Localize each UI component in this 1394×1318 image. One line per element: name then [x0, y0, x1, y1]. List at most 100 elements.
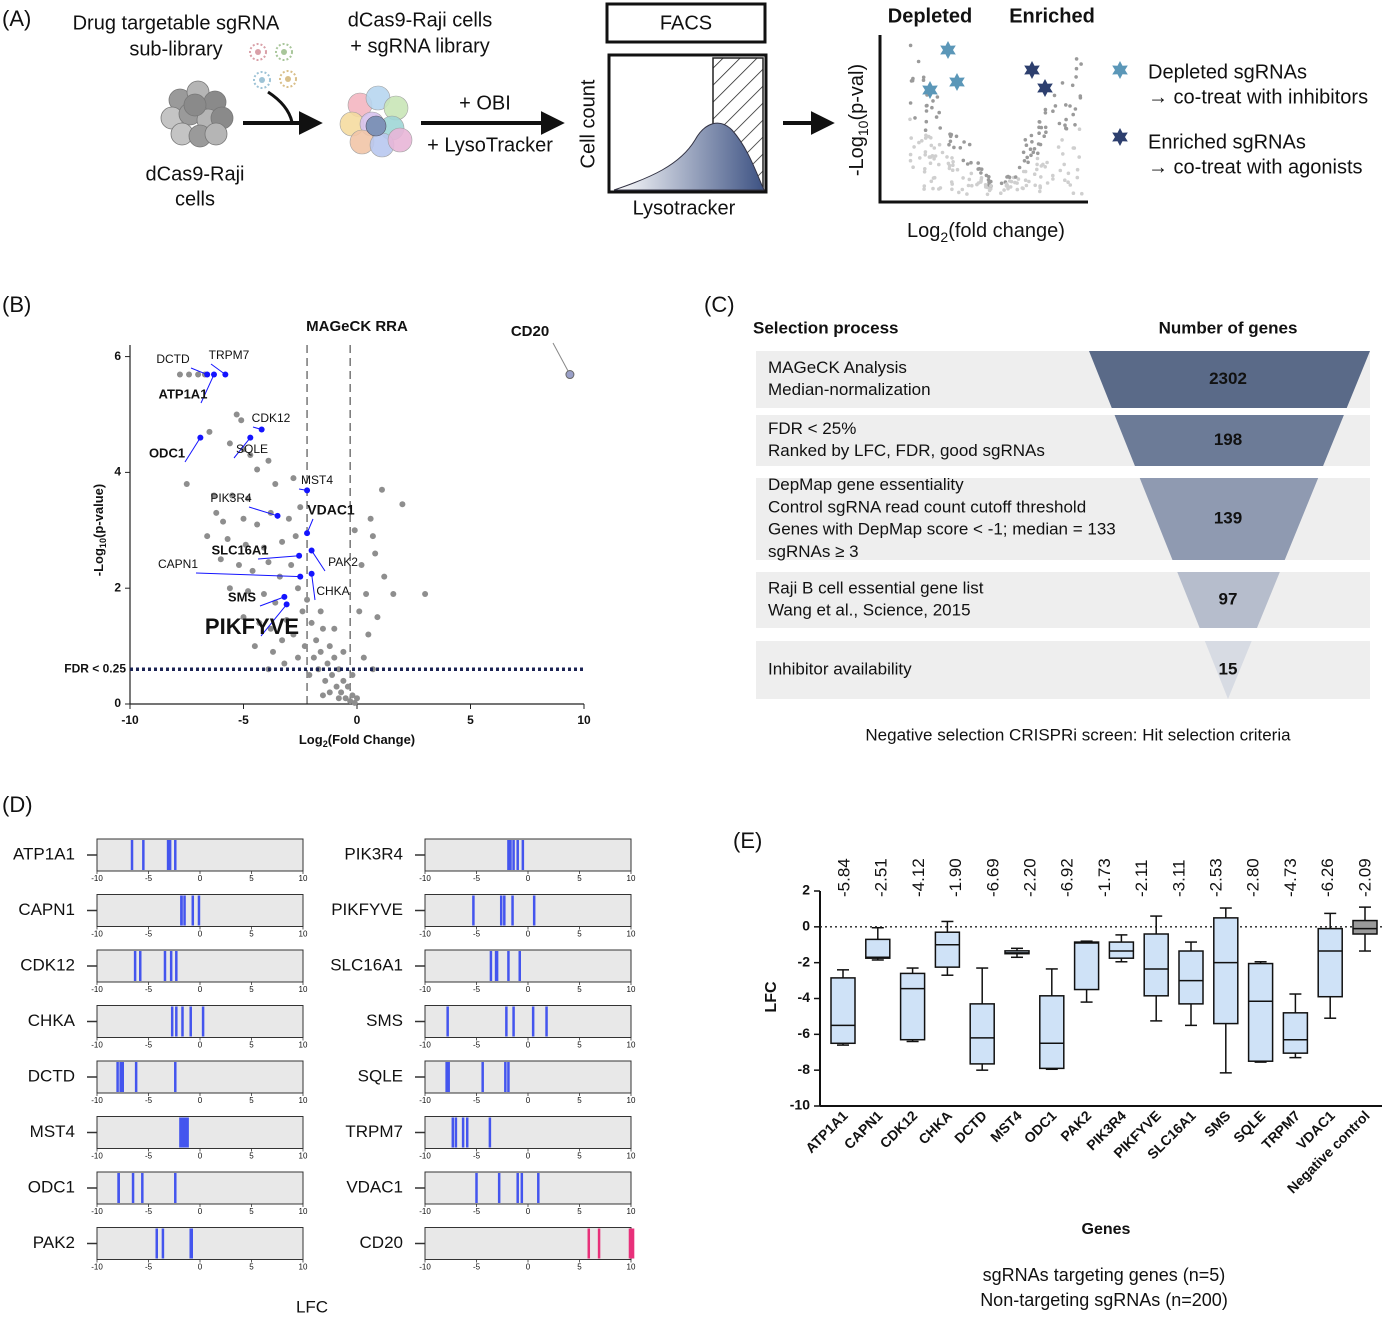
x-tick-label: -10	[419, 930, 431, 939]
volcano-dot	[910, 78, 915, 83]
volcano-dot	[1038, 189, 1042, 194]
value-annotation: -6.26	[1318, 858, 1337, 897]
point	[288, 562, 295, 569]
funnel-segment	[1139, 478, 1319, 560]
x-tick-label: 5	[249, 1207, 254, 1216]
volcano-dot	[928, 155, 933, 159]
point	[331, 625, 338, 632]
volcano-dot	[1043, 107, 1048, 112]
treatment-text: + OBI	[459, 92, 511, 114]
volcano-dot	[913, 116, 917, 120]
x-tick-label: 10	[299, 985, 308, 994]
x-tick-label: -5	[473, 874, 481, 883]
criteria-text: DepMap gene essentiality	[768, 475, 964, 494]
point	[378, 486, 385, 493]
point	[356, 608, 363, 615]
point	[360, 654, 367, 661]
y-tick-label: -4	[798, 989, 811, 1005]
x-tick-label: 0	[526, 1152, 531, 1161]
strip-box	[424, 894, 632, 927]
box	[1073, 941, 1100, 991]
volcano-dot	[1063, 178, 1067, 182]
volcano-dot	[989, 184, 993, 188]
volcano-dot	[1007, 179, 1012, 183]
point	[313, 637, 320, 644]
volcano-dot	[923, 136, 928, 140]
gene-point	[308, 570, 315, 577]
panel-label: (A)	[2, 6, 31, 31]
volcano-dot	[908, 158, 913, 163]
volcano-dot	[937, 142, 942, 147]
funnel-segment	[1177, 572, 1280, 628]
leader-line	[248, 506, 278, 517]
point	[322, 677, 329, 684]
x-tick-label: 10	[627, 1152, 636, 1161]
strip-box	[96, 1116, 304, 1149]
volcano-dot	[967, 177, 972, 182]
depleted-heading: Depleted	[888, 5, 972, 27]
point	[349, 672, 356, 679]
volcano-dot	[983, 185, 988, 189]
volcano-dot	[1016, 177, 1021, 181]
volcano-dot	[950, 168, 955, 172]
x-tick-label: -10	[91, 1152, 103, 1161]
x-tick-label: 10	[627, 874, 636, 883]
y-axis-label: -Log10(p-value)	[91, 484, 108, 576]
x-axis-label: Log2(Fold Change)	[299, 732, 415, 749]
x-tick-label: 5	[249, 1096, 254, 1105]
strip-box	[96, 1005, 304, 1038]
enriched-heading: Enriched	[1009, 5, 1095, 27]
volcano-dot	[951, 160, 955, 164]
volcano-dot	[950, 156, 954, 160]
star-icon	[922, 81, 938, 99]
gene-name: VDAC1	[346, 1177, 403, 1196]
volcano-dot	[1029, 133, 1034, 138]
x-tick-label: 0	[198, 985, 203, 994]
volcano-x-label-part: (fold change)	[948, 220, 1065, 242]
library-text: sub-library	[129, 38, 222, 60]
y-axis-label: LFC	[763, 981, 780, 1013]
gene-name: TRPM7	[345, 1122, 403, 1141]
x-tick-label: 0	[526, 874, 531, 883]
volcano-dot	[1073, 123, 1077, 127]
x-tick-label: 0	[198, 1263, 203, 1272]
volcano-dot	[1064, 103, 1068, 107]
point	[242, 541, 249, 548]
virus-core	[281, 49, 287, 55]
x-axis-label: Genes	[1082, 1221, 1131, 1238]
x-tick-label: 5	[249, 1263, 254, 1272]
volcano-dot	[1023, 169, 1028, 174]
leader-line	[195, 572, 301, 578]
x-tick-label: ODC1	[1021, 1107, 1060, 1146]
library-text: Drug targetable sgRNA	[73, 12, 280, 34]
volcano-dot	[949, 132, 954, 137]
gene-label: PIK3R4	[210, 491, 252, 505]
volcano-dot	[1058, 168, 1063, 173]
point	[358, 562, 365, 569]
y-tick-label: 0	[114, 696, 121, 710]
criteria-text: sgRNAs ≥ 3	[768, 542, 859, 561]
volcano-dot	[1028, 147, 1033, 151]
outlier-label: CD20	[511, 323, 549, 340]
value-annotation: -2.51	[872, 858, 891, 897]
cells-text: dCas9-Raji	[146, 163, 245, 185]
gene-point	[274, 512, 281, 519]
point	[276, 573, 283, 580]
x-tick-label: 5	[577, 1096, 582, 1105]
x-tick-label: -5	[145, 930, 153, 939]
funnel-segment	[1114, 415, 1344, 466]
value-annotation: -2.09	[1355, 858, 1374, 897]
volcano-dot	[1022, 159, 1027, 163]
volcano-dot	[1052, 93, 1057, 98]
x-axis-label-part: (Fold Change)	[328, 732, 415, 747]
x-tick-label: 10	[627, 1096, 636, 1105]
box	[1317, 927, 1343, 998]
volcano-dot	[1077, 155, 1081, 159]
gene-name: MST4	[30, 1122, 75, 1141]
x-tick-label: 0	[526, 1263, 531, 1272]
point	[319, 625, 326, 632]
criteria-text: MAGeCK Analysis	[768, 358, 907, 377]
star-icon	[949, 73, 965, 91]
volcano-dot	[1038, 184, 1042, 188]
volcano-dot	[932, 157, 936, 161]
